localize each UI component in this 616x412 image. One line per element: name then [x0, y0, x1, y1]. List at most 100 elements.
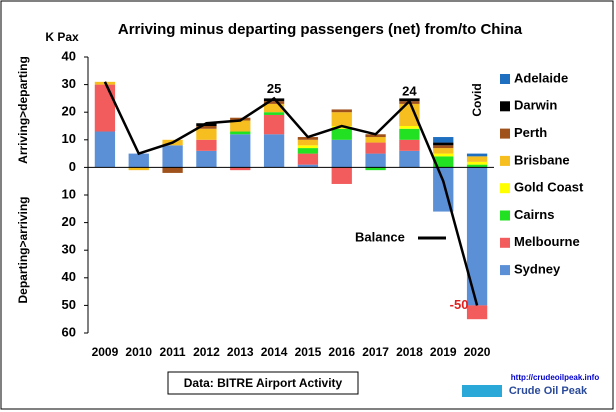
- bar-segment: [433, 156, 454, 168]
- bar-segment: [365, 137, 386, 143]
- legend-swatch: [500, 128, 510, 139]
- bar-segment: [365, 134, 386, 138]
- bar-segment: [297, 148, 319, 154]
- legend-label: Darwin: [514, 98, 557, 113]
- bar-segment: [297, 153, 319, 165]
- logo-url: http://crudeoilpeak.info: [511, 373, 600, 382]
- bar-segment: [433, 137, 454, 143]
- y-tick-label: 10: [62, 131, 76, 146]
- bar-segment: [196, 150, 217, 168]
- legend-label: Balance: [355, 229, 405, 244]
- legend-label: Melbourne: [514, 234, 580, 249]
- bar-segment: [297, 139, 319, 146]
- data-label: 24: [402, 84, 417, 99]
- y-label-bottom: Departing>arriving: [16, 196, 30, 303]
- y-tick-label: 20: [62, 104, 76, 119]
- bar-segment: [466, 305, 488, 320]
- bar-segment: [331, 139, 352, 168]
- x-tick-label: 2011: [160, 345, 186, 359]
- legend-swatch: [500, 155, 510, 166]
- bar-segment: [263, 114, 285, 135]
- y-unit: K Pax: [45, 30, 79, 44]
- bar-segment: [433, 153, 454, 157]
- bar-segment: [230, 167, 251, 171]
- y-tick-label: 60: [62, 324, 76, 339]
- legend-swatch: [500, 101, 510, 112]
- bar-segment: [433, 142, 454, 146]
- bar-segment: [297, 145, 319, 149]
- bar-segment: [230, 134, 251, 168]
- y-tick-label: 40: [62, 269, 76, 284]
- bar-segment: [94, 131, 116, 168]
- bar-segment: [365, 153, 386, 168]
- bar-segment: [433, 148, 454, 154]
- legend-swatch: [500, 210, 510, 221]
- bar-segment: [466, 161, 488, 165]
- bar-segment: [230, 120, 251, 132]
- legend-label: Perth: [514, 125, 547, 140]
- x-tick-label: 2020: [464, 345, 491, 359]
- bar-segment: [365, 142, 386, 154]
- bar-segment: [399, 150, 420, 168]
- x-tick-label: 2009: [92, 345, 119, 359]
- bar-segment: [128, 167, 149, 171]
- balance-line: [103, 81, 479, 306]
- bar-segment: [128, 153, 149, 168]
- y-tick-label: 20: [62, 214, 76, 229]
- y-tick-label: 50: [62, 297, 76, 312]
- bar-segment: [297, 164, 319, 168]
- legend-swatch: [500, 265, 510, 276]
- bar-segment: [263, 103, 285, 113]
- bar-segment: [196, 126, 217, 129]
- bar-segment: [196, 128, 217, 140]
- bar-segment: [94, 84, 116, 132]
- y-tick-label: 40: [62, 48, 76, 63]
- x-tick-label: 2015: [295, 345, 322, 359]
- bar-segment: [466, 156, 488, 162]
- bar-segment: [399, 103, 420, 126]
- bar-segment: [263, 101, 285, 104]
- legend-swatch: [500, 74, 510, 84]
- bar-segment: [466, 167, 488, 306]
- bar-segment: [331, 167, 352, 184]
- bar-segment: [331, 128, 352, 140]
- bar-segment: [399, 128, 420, 140]
- legend-label: Cairns: [514, 207, 554, 222]
- bar-segment: [196, 139, 217, 151]
- bar-segment: [399, 126, 420, 129]
- annotation: Covid: [470, 83, 484, 116]
- legend-swatch: [500, 237, 510, 248]
- legend-label: Sydney: [514, 262, 561, 277]
- chart-title: Arriving minus departing passengers (net…: [118, 21, 523, 38]
- legend-label: Adelaide: [514, 70, 568, 85]
- bar-segment: [466, 153, 488, 157]
- bar-segment: [297, 137, 319, 140]
- bar-segment: [263, 134, 285, 168]
- x-tick-label: 2012: [193, 345, 220, 359]
- data-label: -50: [450, 297, 469, 312]
- x-tick-label: 2018: [396, 345, 423, 359]
- bar-segment: [433, 145, 454, 149]
- x-tick-label: 2010: [125, 345, 152, 359]
- y-label-top: Arriving>departing: [16, 56, 30, 164]
- x-tick-label: 2017: [362, 345, 389, 359]
- bar-segment: [365, 167, 386, 171]
- bar-segment: [263, 112, 285, 115]
- bar-segment: [399, 139, 420, 151]
- x-tick-label: 2013: [227, 345, 254, 359]
- x-tick-label: 2019: [430, 345, 457, 359]
- bar-segment: [466, 164, 488, 168]
- y-tick-label: 30: [62, 76, 76, 91]
- bar-segment: [331, 112, 352, 126]
- logo-text: Crude Oil Peak: [509, 385, 588, 397]
- bar-segment: [331, 109, 352, 113]
- bar-segment: [230, 131, 251, 135]
- source-box: [167, 371, 359, 395]
- bar-segment: [331, 126, 352, 129]
- bar-segment: [162, 145, 183, 168]
- data-label: 25: [267, 81, 281, 96]
- y-tick-label: 0: [69, 159, 76, 174]
- x-tick-label: 2016: [328, 345, 355, 359]
